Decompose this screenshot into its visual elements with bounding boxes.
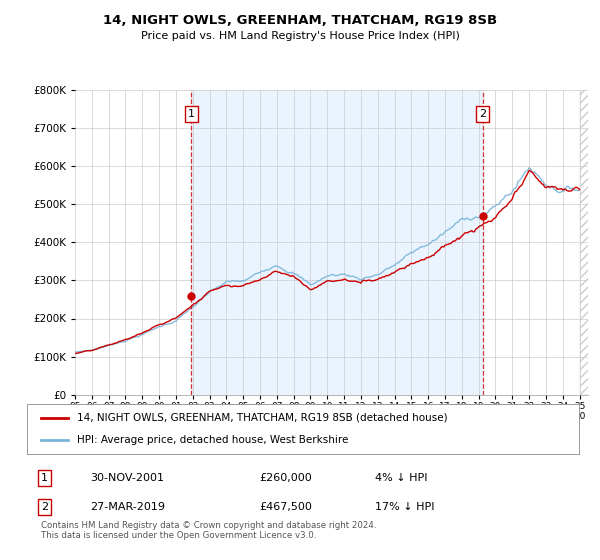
Text: 17% ↓ HPI: 17% ↓ HPI: [375, 502, 434, 512]
Text: 1: 1: [188, 109, 195, 119]
Text: 27-MAR-2019: 27-MAR-2019: [91, 502, 166, 512]
Bar: [580, 90, 596, 395]
Text: 4% ↓ HPI: 4% ↓ HPI: [375, 473, 427, 483]
Text: 14, NIGHT OWLS, GREENHAM, THATCHAM, RG19 8SB: 14, NIGHT OWLS, GREENHAM, THATCHAM, RG19…: [103, 14, 497, 27]
Text: 30-NOV-2001: 30-NOV-2001: [91, 473, 164, 483]
Text: 14, NIGHT OWLS, GREENHAM, THATCHAM, RG19 8SB (detached house): 14, NIGHT OWLS, GREENHAM, THATCHAM, RG19…: [77, 413, 448, 423]
Text: £260,000: £260,000: [259, 473, 311, 483]
Text: 2: 2: [479, 109, 486, 119]
Text: 1: 1: [41, 473, 48, 483]
Text: Price paid vs. HM Land Registry's House Price Index (HPI): Price paid vs. HM Land Registry's House …: [140, 31, 460, 41]
Bar: [191, 90, 482, 395]
Text: Contains HM Land Registry data © Crown copyright and database right 2024.
This d: Contains HM Land Registry data © Crown c…: [41, 521, 376, 540]
Text: 2: 2: [41, 502, 48, 512]
Text: £467,500: £467,500: [259, 502, 312, 512]
Text: HPI: Average price, detached house, West Berkshire: HPI: Average price, detached house, West…: [77, 435, 348, 445]
